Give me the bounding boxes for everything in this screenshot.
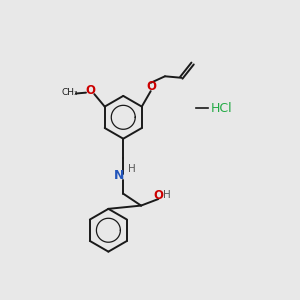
Text: HCl: HCl [211, 102, 232, 115]
Text: O: O [154, 189, 164, 202]
Text: H: H [128, 164, 135, 174]
Text: O: O [85, 84, 95, 97]
Text: CH₃: CH₃ [61, 88, 78, 97]
Text: O: O [146, 80, 156, 94]
Text: H: H [163, 190, 170, 200]
Text: N: N [114, 169, 124, 182]
